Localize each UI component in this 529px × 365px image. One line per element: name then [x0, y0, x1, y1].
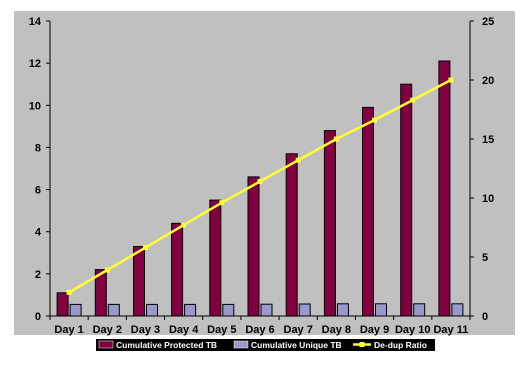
y-right-tick-label: 0 [482, 311, 488, 323]
x-tick-label: Day 11 [433, 324, 468, 336]
y-left-tick-label: 2 [35, 269, 41, 281]
tick-label-layer: 0 2 4 6 8 10 12 14 0 5 10 15 20 25 Day 1 Day 2 Day 3 Day … [29, 16, 495, 336]
y-right-tick-label: 10 [482, 193, 494, 205]
y-left-tick-label: 4 [35, 227, 42, 239]
bar-protected-9 [362, 106, 374, 317]
point-dedup-ratio-6 [257, 179, 263, 184]
y-left-tick-label: 14 [29, 16, 42, 28]
y-left-tick-label: 10 [29, 100, 41, 112]
x-tick-label: Day 4 [169, 324, 199, 336]
axes-layer [46, 20, 474, 320]
bar-unique-7 [298, 303, 311, 317]
bar-protected-8 [323, 130, 336, 317]
x-tick-label: Day 10 [395, 324, 430, 336]
point-dedup-ratio-5 [219, 200, 225, 206]
y-right-tick-label: 25 [482, 16, 494, 28]
bar-unique-2 [107, 303, 120, 317]
x-tick-label: Day 7 [284, 324, 313, 336]
bar-unique-11 [451, 303, 464, 317]
x-tick-label: Day 6 [245, 324, 274, 336]
y-left-tick-label: 8 [35, 142, 41, 154]
y-right-tick-label: 15 [482, 134, 494, 146]
bar-unique-3 [146, 303, 158, 317]
legend-label-protected: Cumulative Protected TB [116, 340, 217, 350]
bar-unique-9 [375, 303, 387, 317]
y-left-tick-label: 6 [35, 185, 41, 197]
legend-label-dedup-ratio: De-dup Ratio [374, 340, 427, 350]
x-tick-label: Day 9 [360, 324, 389, 336]
x-tick-label: Day 2 [93, 324, 122, 336]
legend-swatch-protected [98, 340, 114, 349]
x-tick-label: Day 8 [322, 324, 351, 336]
point-dedup-ratio-10 [410, 97, 416, 103]
bar-protected-4 [171, 222, 184, 317]
point-dedup-ratio-3 [143, 245, 148, 251]
x-tick-label: Day 5 [207, 324, 236, 336]
bar-protected-3 [133, 246, 145, 317]
point-dedup-ratio-2 [104, 267, 110, 273]
bar-protected-7 [285, 153, 298, 317]
bar-protected-1 [56, 292, 69, 317]
point-dedup-ratio-8 [333, 136, 339, 142]
y-right-tick-label: 20 [482, 75, 494, 87]
bar-unique-4 [184, 303, 197, 317]
bar-protected-11 [438, 60, 451, 317]
legend-swatch-unique [233, 340, 249, 349]
bar-unique-5 [222, 303, 235, 317]
line-layer [66, 77, 454, 295]
y-left-tick-label: 12 [29, 58, 41, 70]
point-dedup-ratio-11 [448, 77, 454, 83]
bar-layer [56, 60, 464, 317]
bar-protected-5 [209, 199, 222, 317]
legend: Cumulative Protected TB Cumulative Unique… [96, 339, 435, 351]
y-left-tick-label: 0 [35, 311, 41, 323]
bar-protected-6 [247, 176, 260, 317]
bar-unique-6 [260, 303, 273, 317]
point-dedup-ratio-4 [181, 222, 187, 228]
legend-background [96, 339, 435, 351]
bar-unique-1 [69, 303, 82, 317]
bar-unique-8 [336, 303, 349, 317]
y-right-tick-label: 5 [482, 252, 488, 264]
point-dedup-ratio-1 [66, 289, 72, 295]
x-tick-label: Day 1 [54, 324, 83, 336]
point-dedup-ratio-9 [372, 117, 377, 123]
legend-swatch-dedup-ratio-marker [359, 342, 365, 347]
bar-protected-10 [400, 83, 413, 317]
x-tick-label: Day 3 [131, 324, 160, 336]
point-dedup-ratio-7 [295, 157, 301, 163]
bar-unique-10 [413, 303, 426, 317]
legend-label-unique: Cumulative Unique TB [251, 340, 342, 350]
